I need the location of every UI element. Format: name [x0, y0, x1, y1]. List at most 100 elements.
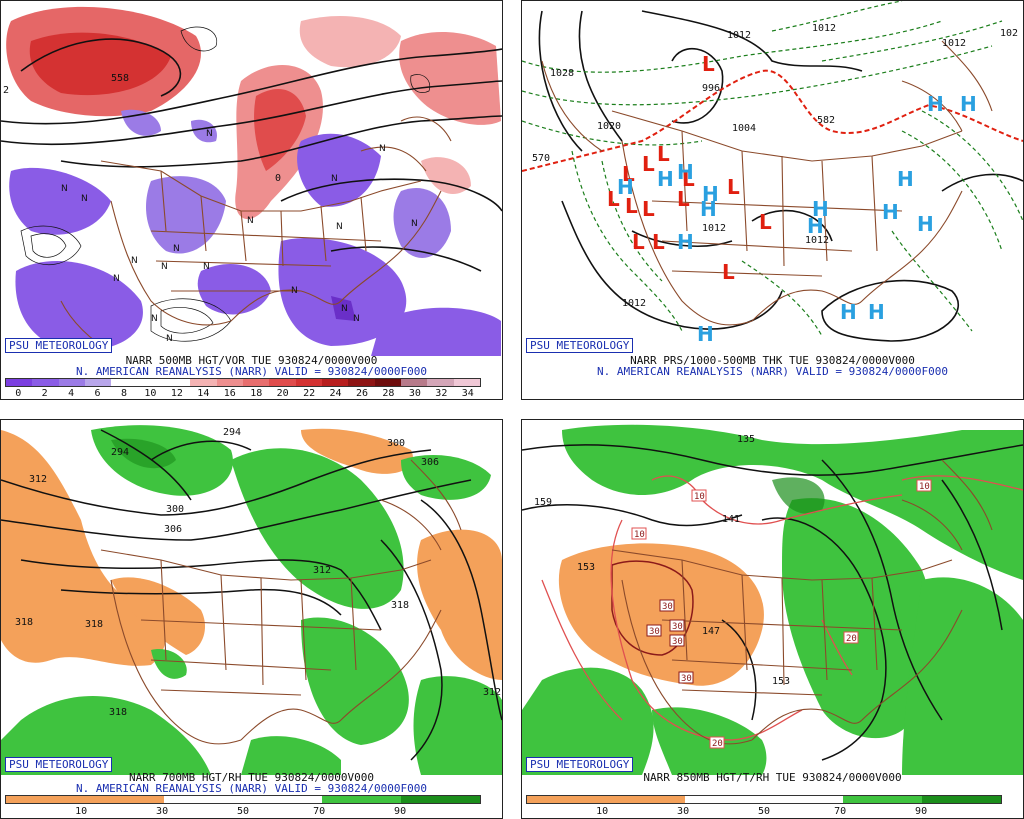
contour-label: 135 — [737, 434, 755, 445]
colorbar-swatch — [453, 379, 480, 386]
temp-label: 30 — [672, 637, 683, 647]
rh-colorbar-ticks: 10 30 50 70 90 — [5, 806, 481, 818]
colorbar-tick-label: 24 — [329, 388, 342, 399]
colorbar-tick-label: 70 — [313, 806, 326, 817]
svg-text:N: N — [203, 262, 210, 272]
colorbar-swatch — [606, 796, 685, 803]
colorbar-swatch — [374, 379, 401, 386]
temp-label: 10 — [919, 482, 930, 492]
contour-label: 312 — [483, 687, 501, 698]
colorbar-swatch — [527, 796, 606, 803]
colorbar-tick-label: 2 — [41, 388, 48, 399]
svg-text:N: N — [331, 174, 338, 184]
svg-text:H: H — [697, 322, 714, 346]
colorbar-swatch — [764, 796, 843, 803]
contour-label: 318 — [15, 617, 33, 628]
brand-label: PSU METEOROLOGY — [5, 338, 113, 353]
temp-label: 30 — [649, 627, 660, 637]
svg-text:L: L — [759, 210, 772, 234]
svg-text:H: H — [960, 92, 977, 116]
colorbar-tick-label: 16 — [223, 388, 236, 399]
svg-text:L: L — [727, 175, 740, 199]
colorbar-swatch — [295, 379, 322, 386]
colorbar-swatch — [922, 796, 1001, 803]
svg-text:N: N — [336, 222, 343, 232]
svg-text:L: L — [682, 167, 695, 191]
svg-text:L: L — [607, 187, 620, 211]
svg-text:L: L — [625, 194, 638, 218]
contour-label: 1012 — [702, 223, 726, 234]
panel-title-line1: NARR 500MB HGT/VOR TUE 930824/0000V000 — [125, 354, 378, 367]
colorbar-swatch — [190, 379, 217, 386]
colorbar-tick-label: 34 — [461, 388, 474, 399]
contour-label: 1028 — [550, 68, 574, 79]
colorbar-swatch — [685, 796, 764, 803]
svg-text:H: H — [868, 300, 885, 324]
svg-text:N: N — [353, 314, 360, 324]
contour-label: 1012 — [812, 23, 836, 34]
colorbar-tick-label: 0 — [15, 388, 22, 399]
contour-label: 312 — [313, 565, 331, 576]
map-700mb-rh: 294 294 300 300 306 306 312 312 318 318 … — [1, 425, 502, 775]
svg-text:H: H — [812, 197, 829, 221]
colorbar-swatch — [401, 796, 480, 803]
colorbar-tick-label: 28 — [382, 388, 395, 399]
colorbar-tick-label: 6 — [94, 388, 101, 399]
svg-text:H: H — [917, 212, 934, 236]
colorbar-tick-label: 70 — [834, 806, 847, 817]
svg-text:H: H — [677, 230, 694, 254]
svg-text:H: H — [840, 300, 857, 324]
colorbar-tick-label: 50 — [236, 806, 250, 817]
panel-700mb-rh: 294 294 300 300 306 306 312 312 318 318 … — [0, 419, 503, 819]
colorbar-tick-label: 14 — [197, 388, 210, 399]
colorbar-tick-label: 22 — [303, 388, 316, 399]
temp-label: 10 — [694, 492, 705, 502]
svg-text:N: N — [173, 244, 180, 254]
contour-label: 1012 — [942, 38, 966, 49]
rh-colorbar — [526, 795, 1002, 804]
svg-text:H: H — [807, 214, 824, 238]
svg-text:N: N — [61, 184, 68, 194]
panel-title-line2: N. AMERICAN REANALYSIS (NARR) VALID = 93… — [76, 365, 427, 378]
svg-text:N: N — [341, 304, 348, 314]
colorbar-tick-label: 4 — [68, 388, 75, 399]
contour-label: 558 — [111, 73, 129, 84]
colorbar-tick-label: 10 — [75, 806, 88, 817]
colorbar-swatch — [348, 379, 375, 386]
colorbar-swatch — [321, 379, 349, 386]
contour-label: 318 — [85, 619, 103, 630]
brand-label: PSU METEOROLOGY — [526, 338, 634, 353]
svg-text:N: N — [291, 286, 298, 296]
colorbar-tick-label: 12 — [170, 388, 183, 399]
svg-text:L: L — [622, 162, 635, 186]
svg-text:L: L — [642, 152, 655, 176]
vorticity-colorbar-ticks: 0 2 4 6 8 10 12 14 16 18 20 22 24 26 28 30 32 34 — [5, 388, 481, 399]
contour-label: 312 — [29, 474, 47, 485]
svg-text:H: H — [882, 200, 899, 224]
colorbar-swatch — [6, 796, 85, 803]
colorbar-swatch — [111, 379, 138, 386]
colorbar-swatch — [322, 796, 401, 803]
contour-label: 102 — [1000, 28, 1018, 39]
contour-label: 306 — [421, 457, 439, 468]
svg-text:N: N — [161, 262, 168, 272]
temp-label: 10 — [634, 530, 645, 540]
contour-label: 582 — [817, 115, 835, 126]
svg-text:H: H — [677, 160, 694, 184]
colorbar-swatch — [269, 379, 296, 386]
colorbar-swatch — [243, 796, 322, 803]
panel-title-line1: NARR 700MB HGT/RH TUE 930824/0000V000 — [128, 771, 375, 784]
brand-label: PSU METEOROLOGY — [526, 757, 634, 772]
colorbar-swatch — [163, 379, 191, 386]
temp-label: 30 — [681, 674, 692, 684]
colorbar-swatch — [427, 379, 454, 386]
map-850mb-temp-rh: 135 141 147 153 159 153 10 10 10 30 30 3… — [522, 424, 1023, 775]
panel-title-line2: N. AMERICAN REANALYSIS (NARR) VALID = 93… — [76, 782, 427, 795]
svg-text:H: H — [617, 175, 634, 199]
colorbar-tick-label: 30 — [677, 806, 690, 817]
contour-label: 159 — [534, 497, 552, 508]
svg-text:H: H — [927, 92, 944, 116]
